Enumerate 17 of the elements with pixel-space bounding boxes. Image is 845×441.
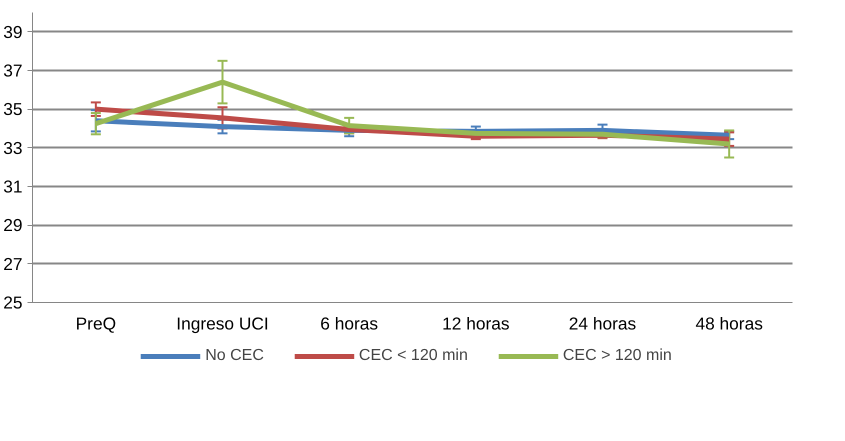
y-tick-label: 27 [3, 254, 23, 274]
legend-label: CEC > 120 min [562, 347, 672, 365]
y-tick-label: 31 [3, 176, 23, 196]
x-tick-label: 6 horas [320, 314, 378, 334]
y-tick-label: 25 [3, 292, 23, 312]
x-tick-label: 48 horas [695, 314, 764, 334]
y-tick-label: 33 [3, 138, 23, 158]
y-tick-label: 29 [3, 215, 23, 236]
y-tick-label: 37 [3, 60, 23, 80]
y-tick-label: 35 [3, 99, 23, 120]
x-tick-label: 24 horas [568, 314, 637, 334]
legend-label: No CEC [205, 347, 264, 365]
x-tick-label: PreQ [76, 314, 116, 334]
x-tick-label: Ingreso UCI [176, 314, 269, 334]
x-tick-label: 12 horas [442, 314, 510, 334]
legend-label: CEC < 120 min [358, 347, 468, 365]
y-tick-label: 39 [3, 22, 23, 42]
